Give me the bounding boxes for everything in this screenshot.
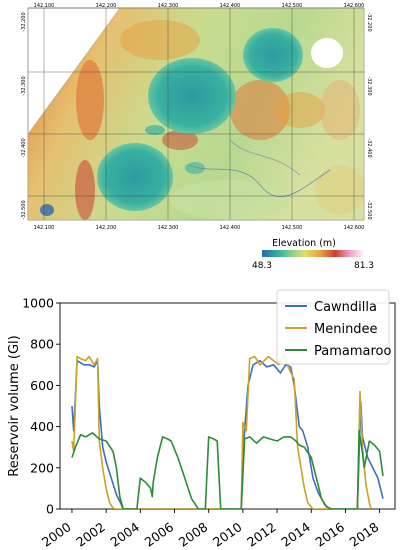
map-right-tick: -32.300 [366, 76, 372, 95]
colorbar-max-label: 81.3 [354, 261, 374, 271]
legend-entry-menindee: Menindee [314, 322, 378, 337]
map-bottom-tick: 142.100 [34, 225, 55, 231]
y-tick-label: 0 [46, 502, 54, 517]
series-line-menindee [71, 353, 372, 509]
map-tick-labels: 142.100 142.200 142.300 142.400 142.500 142.6… [21, 3, 372, 231]
elevation-map: 142.100 142.200 142.300 142.400 142.500 142.6… [21, 3, 372, 231]
x-tick-label: 2010 [210, 519, 245, 550]
map-bottom-tick: 142.200 [96, 225, 117, 231]
x-tick-label: 2016 [312, 519, 347, 550]
map-bottom-tick: 142.300 [158, 225, 179, 231]
legend-entry-pamamaroo: Pamamaroo [314, 344, 391, 359]
x-tick-label: 2008 [176, 519, 211, 550]
map-left-tick: -32.300 [21, 76, 27, 95]
elevation-colorbar: Elevation (m) 48.3 81.3 [252, 238, 374, 271]
y-tick-label: 800 [30, 337, 54, 352]
x-tick-label: 2012 [244, 519, 279, 550]
map-right-tick: -32.400 [366, 138, 372, 157]
legend-box [276, 289, 390, 365]
y-tick-label: 1000 [22, 296, 54, 311]
map-bottom-tick: 142.600 [344, 225, 365, 231]
x-tick-label: 2006 [142, 519, 177, 550]
series-line-cawndilla [71, 359, 384, 509]
map-left-tick: -32.200 [21, 12, 27, 31]
map-top-tick: 142.200 [96, 3, 117, 9]
map-left-tick: -32.500 [21, 200, 27, 219]
terrain-image [28, 8, 364, 220]
x-tick-label: 2004 [107, 519, 142, 550]
map-top-tick: 142.100 [34, 3, 55, 9]
y-tick-label: 600 [30, 378, 54, 393]
map-top-tick: 142.600 [344, 3, 365, 9]
chart-legend: Cawndilla Menindee Pamamaroo [276, 289, 391, 365]
x-tick-label: 2018 [347, 519, 382, 550]
x-tick-label: 2014 [278, 519, 313, 550]
y-axis-label: Reservoir volume (Gl) [7, 335, 22, 476]
legend-entry-cawndilla: Cawndilla [314, 300, 377, 315]
chart-series [71, 353, 384, 509]
x-tick-label: 2002 [73, 519, 108, 550]
map-top-tick: 142.500 [282, 3, 303, 9]
map-left-tick: -32.400 [21, 138, 27, 157]
map-bottom-tick: 142.400 [220, 225, 241, 231]
map-bottom-tick: 142.500 [282, 225, 303, 231]
colorbar-min-label: 48.3 [252, 261, 272, 271]
y-tick-label: 400 [30, 419, 54, 434]
x-tick-label: 2000 [39, 519, 74, 550]
series-line-pamamaroo [71, 429, 384, 509]
colorbar-gradient [262, 250, 365, 257]
map-right-tick: -32.200 [366, 12, 372, 31]
map-right-tick: -32.500 [366, 200, 372, 219]
map-top-tick: 142.400 [220, 3, 241, 9]
map-gridlines [28, 7, 364, 220]
y-tick-label: 200 [30, 460, 54, 475]
map-top-tick: 142.300 [158, 3, 179, 9]
colorbar-label: Elevation (m) [272, 238, 336, 249]
